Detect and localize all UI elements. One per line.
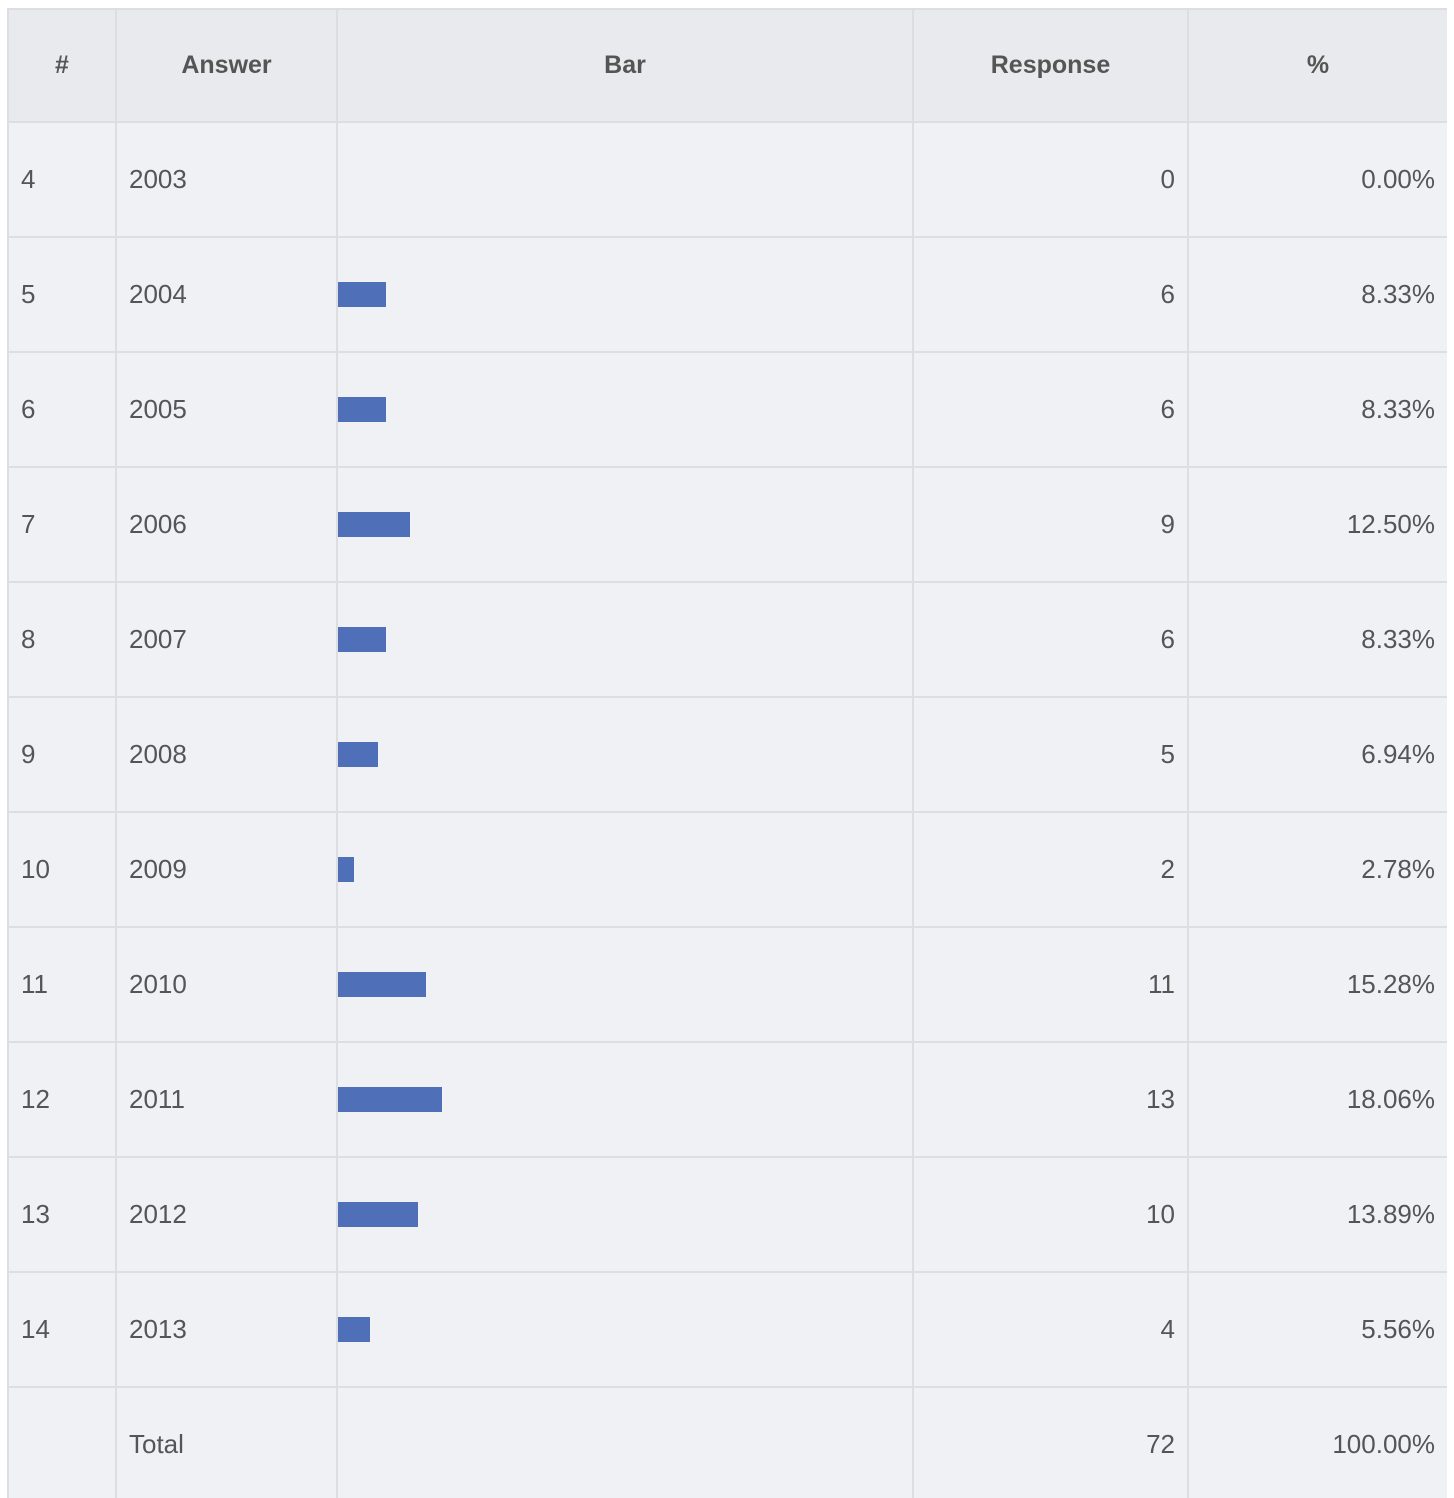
total-label: Total [115,1386,338,1498]
bar-cell [336,1156,914,1273]
column-header: Response [912,8,1189,123]
bar [338,1202,418,1227]
percent: 8.33% [1187,351,1447,468]
bar [338,742,378,767]
answer-row: 11 2010 11 15.28% [7,926,1447,1043]
answer-row: 14 2013 4 5.56% [7,1271,1447,1388]
bar [338,282,386,307]
row-number: 11 [7,926,117,1043]
row-number: 5 [7,236,117,353]
answer: 2008 [115,696,338,813]
row-number: 6 [7,351,117,468]
empty-cell [336,1386,914,1498]
answer-row: 8 2007 6 8.33% [7,581,1447,698]
bar-cell [336,696,914,813]
percent: 5.56% [1187,1271,1447,1388]
answer-row: 6 2005 6 8.33% [7,351,1447,468]
bar [338,857,354,882]
bar-cell [336,811,914,928]
answer-row: 10 2009 2 2.78% [7,811,1447,928]
bar-cell [336,121,914,238]
bar [338,397,386,422]
row-number: 9 [7,696,117,813]
answer: 2011 [115,1041,338,1158]
percent: 8.33% [1187,236,1447,353]
bar-cell [336,926,914,1043]
answer: 2005 [115,351,338,468]
bar [338,512,410,537]
response: 0 [912,121,1189,238]
empty-cell [7,1386,117,1498]
response: 5 [912,696,1189,813]
row-number: 13 [7,1156,117,1273]
response: 2 [912,811,1189,928]
percent: 6.94% [1187,696,1447,813]
answer-row: 9 2008 5 6.94% [7,696,1447,813]
answer: 2013 [115,1271,338,1388]
answer-row: 7 2006 9 12.50% [7,466,1447,583]
bar [338,627,386,652]
table-body: 4 2003 0 0.00% 5 2004 6 8.33% 6 2005 6 8.33% 7 2006 9 1… [7,121,1447,1498]
percent: 12.50% [1187,466,1447,583]
answer: 2010 [115,926,338,1043]
response: 6 [912,351,1189,468]
row-number: 8 [7,581,117,698]
total-response: 72 [912,1386,1189,1498]
row-number: 4 [7,121,117,238]
column-header: % [1187,8,1447,123]
header-row: # Answer Bar Response% [7,8,1447,123]
answer: 2012 [115,1156,338,1273]
answer-row: 5 2004 6 8.33% [7,236,1447,353]
bar-cell [336,466,914,583]
bar-cell [336,236,914,353]
answer: 2006 [115,466,338,583]
answer-row: 13 2012 10 13.89% [7,1156,1447,1273]
response: 6 [912,581,1189,698]
bar [338,1087,442,1112]
answer: 2004 [115,236,338,353]
answer: 2007 [115,581,338,698]
bar-cell [336,1041,914,1158]
total-row: Total 72 100.00% [7,1386,1447,1498]
bar-cell [336,1271,914,1388]
percent: 15.28% [1187,926,1447,1043]
results-panel: # Answer Bar Response% 4 2003 0 0.00% 5 2004 6 8.3… [7,8,1447,1498]
answer: 2003 [115,121,338,238]
row-number: 7 [7,466,117,583]
percent: 18.06% [1187,1041,1447,1158]
response: 11 [912,926,1189,1043]
bar [338,1317,370,1342]
total-percent: 100.00% [1187,1386,1447,1498]
bar [338,972,426,997]
results-table: # Answer Bar Response% 4 2003 0 0.00% 5 2004 6 8.3… [7,8,1447,1498]
response: 10 [912,1156,1189,1273]
column-header: Bar [336,8,914,123]
row-number: 10 [7,811,117,928]
row-number: 14 [7,1271,117,1388]
bar-cell [336,581,914,698]
answer-row: 12 2011 13 18.06% [7,1041,1447,1158]
column-header: # [7,8,117,123]
response: 13 [912,1041,1189,1158]
percent: 13.89% [1187,1156,1447,1273]
column-header: Answer [115,8,338,123]
row-number: 12 [7,1041,117,1158]
response: 9 [912,466,1189,583]
percent: 2.78% [1187,811,1447,928]
answer-row: 4 2003 0 0.00% [7,121,1447,238]
response: 6 [912,236,1189,353]
bar-cell [336,351,914,468]
percent: 0.00% [1187,121,1447,238]
percent: 8.33% [1187,581,1447,698]
answer: 2009 [115,811,338,928]
response: 4 [912,1271,1189,1388]
